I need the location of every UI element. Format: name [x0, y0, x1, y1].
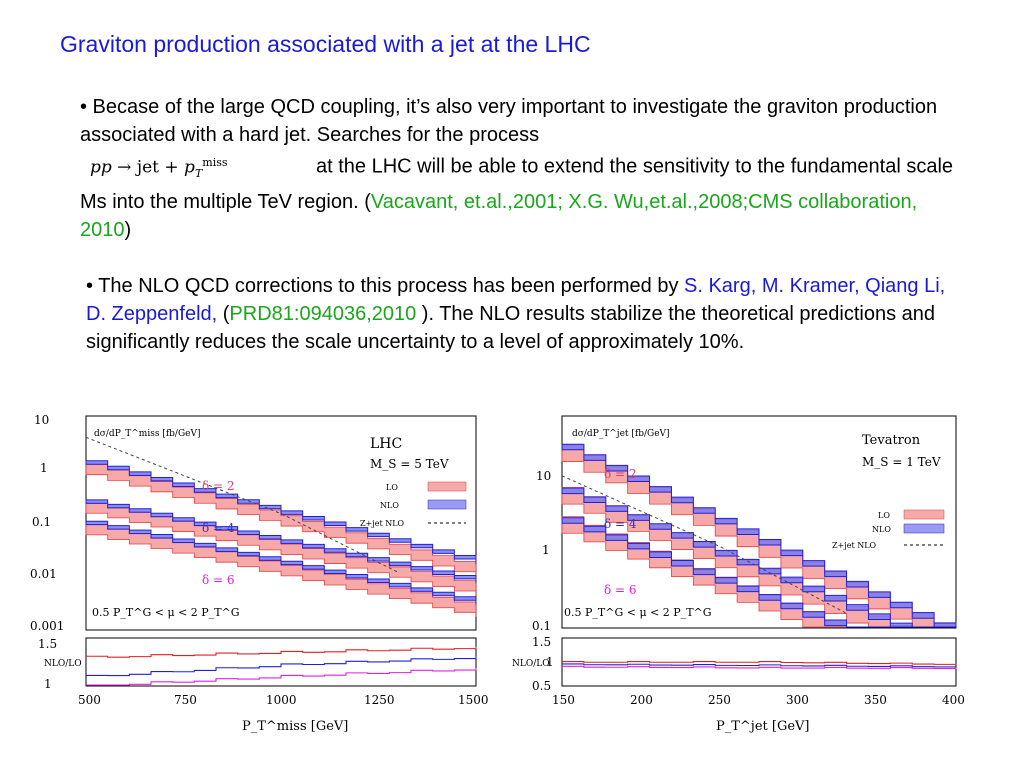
xtick-150: 150 — [552, 693, 575, 707]
collider-label: Tevatron — [862, 433, 921, 448]
ratio-line-blue — [562, 663, 957, 668]
xtick-350: 350 — [864, 693, 887, 707]
xlabel: P_T^jet [GeV] — [716, 719, 810, 734]
ratio-tick-0.5: 0.5 — [532, 679, 551, 693]
xtick-400: 400 — [942, 693, 965, 707]
nlo-band-delta-4 — [561, 487, 956, 628]
bullet-nlo-corrections: • The NLO QCD corrections to this proces… — [86, 275, 946, 353]
ratio-line-magenta — [86, 667, 477, 686]
ratio-tick-1.5: 1.5 — [532, 635, 551, 649]
xtick-250: 250 — [708, 693, 731, 707]
legend-nlo: NLO — [380, 501, 399, 510]
chart-tevatron-ptjet: dσ/dP_T^jet [fb/GeV] Tevatron M_S = 1 Te… — [512, 415, 965, 734]
ytick-0.001: 0.001 — [30, 619, 64, 633]
bullet2-authors: S. Karg, M. Kramer, Qiang Li, D. Zeppenf… — [86, 275, 946, 325]
legend-lo: LO — [386, 483, 398, 492]
xtick-1250: 1250 — [364, 693, 395, 707]
ylabel: dσ/dP_T^jet [fb/GeV] — [572, 429, 670, 439]
ratio-line-blue — [86, 656, 477, 677]
nlo-band-delta-6 — [561, 517, 956, 628]
zjet-nlo-line — [85, 436, 399, 573]
xtick-500: 500 — [78, 693, 101, 707]
bullet1-text: • Becase of the large QCD coupling, it’s… — [80, 96, 938, 146]
xtick-1000: 1000 — [266, 693, 297, 707]
ytick-0.1: 0.1 — [32, 515, 51, 529]
chart-lhc-ptmiss: dσ/dP_T^miss [fb/GeV] LHC M_S = 5 TeV δ … — [30, 413, 489, 734]
legend-lo-band — [427, 481, 467, 492]
scale-label: 0.5 P_T^G < μ < 2 P_T^G — [564, 606, 712, 619]
slide-title: Graviton production associated with a je… — [60, 31, 591, 57]
xtick-750: 750 — [174, 693, 197, 707]
delta6-label: δ = 6 — [604, 583, 637, 597]
delta4-label: δ = 4 — [202, 521, 235, 535]
ms-label: M_S = 1 TeV — [862, 455, 941, 469]
scale-label: 0.5 P_T^G < μ < 2 P_T^G — [92, 606, 240, 619]
ratio-line-red — [86, 646, 477, 658]
ytick-1: 1 — [542, 543, 550, 557]
ratio-label: NLO/LO — [512, 659, 550, 669]
nlo-band-delta-4 — [85, 499, 477, 584]
legend-nlo-band — [427, 499, 467, 510]
ms-label: M_S = 5 TeV — [370, 457, 449, 471]
bullet2-text-2: ). The NLO results stabilize the theoret… — [86, 303, 936, 353]
xtick-1500: 1500 — [458, 693, 489, 707]
ratio-line-red — [562, 660, 957, 665]
delta6-label: δ = 6 — [202, 573, 235, 587]
delta2-label: δ = 2 — [202, 479, 235, 493]
ratio-tick-1: 1 — [44, 677, 52, 691]
bullet1-references: Vacavant, et.al.,2001; X.G. Wu,et.al.,20… — [80, 191, 918, 242]
xtick-300: 300 — [786, 693, 809, 707]
nlo-band-delta-2 — [85, 460, 477, 565]
ytick-0.01: 0.01 — [30, 567, 57, 581]
ratio-label: NLO/LO — [44, 659, 82, 669]
delta4-label: δ = 4 — [604, 517, 637, 531]
delta2-label: δ = 2 — [604, 467, 637, 481]
ytick-1: 1 — [40, 461, 48, 475]
xlabel: P_T^miss [GeV] — [242, 719, 348, 734]
process-formula: pp → jet + pTmiss — [90, 156, 228, 181]
legend-nlo: NLO — [872, 525, 891, 534]
legend-nlo-band — [903, 523, 945, 534]
ytick-10: 10 — [34, 413, 49, 427]
nlo-band-delta-6 — [85, 520, 477, 605]
legend-lo-band — [903, 509, 945, 520]
legend-zjet: Z+jet NLO — [360, 519, 405, 528]
legend-lo: LO — [878, 511, 890, 520]
ratio-tick-1: 1 — [546, 655, 554, 669]
ratio-line-magenta — [562, 665, 957, 669]
bullet2-text: • The NLO QCD corrections to this proces… — [86, 275, 685, 297]
legend-zjet: Z+jet NLO — [832, 541, 877, 550]
ylabel: dσ/dP_T^miss [fb/GeV] — [94, 429, 200, 439]
bullet1-text-2: at the LHC will be able to extend the se… — [80, 155, 954, 214]
ytick-0.1: 0.1 — [532, 619, 551, 633]
collider-label: LHC — [370, 436, 402, 452]
bullet-graviton-jet: • Becase of the large QCD coupling, it’s… — [80, 96, 954, 242]
ratio-tick-1.5: 1.5 — [38, 637, 57, 651]
bullet2-reference: PRD81:094036,2010 — [229, 303, 417, 325]
ytick-10: 10 — [536, 469, 551, 483]
xtick-200: 200 — [630, 693, 653, 707]
lo-band-delta-2 — [85, 463, 477, 578]
